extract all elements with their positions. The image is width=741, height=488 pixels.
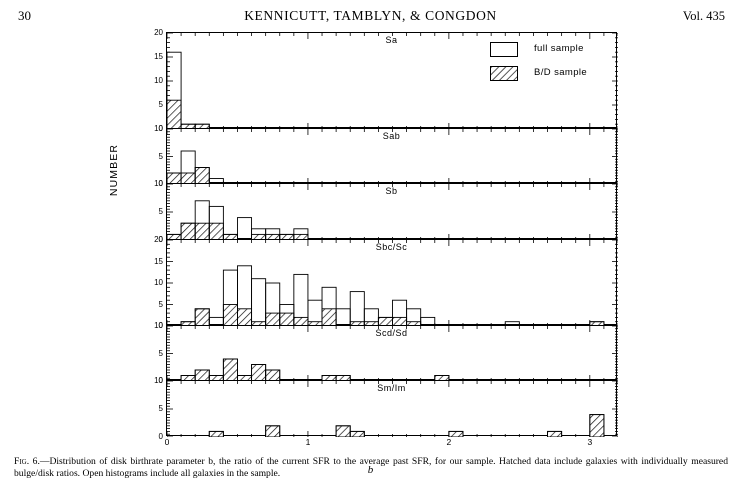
- y-tick-label: 10: [154, 376, 163, 385]
- y-tick-label: 0: [158, 235, 163, 244]
- x-axis-label: b: [367, 464, 374, 476]
- y-tick-label: 10: [154, 278, 163, 287]
- bd-bar: [251, 364, 267, 381]
- y-tick-label: 10: [154, 124, 163, 133]
- panel-title: Sbc/Sc: [375, 242, 408, 252]
- panel-title: Scd/Sd: [375, 328, 408, 338]
- bd-bar: [194, 222, 210, 240]
- x-tick-label: 0: [164, 437, 170, 447]
- bd-bar: [265, 425, 281, 437]
- full-bar: [222, 358, 238, 381]
- y-tick-label: 20: [154, 28, 163, 37]
- y-tick-label: 10: [154, 321, 163, 330]
- full-bar: [321, 286, 337, 326]
- y-tick-label: 5: [158, 299, 163, 309]
- histogram-panel-sm-im: Sm/Im 0 5 10 0 1 2 3: [154, 377, 618, 447]
- full-bar: [349, 430, 365, 437]
- panel-plot-area: [167, 184, 618, 240]
- full-bar: [335, 308, 351, 326]
- panel-plot-area: [167, 381, 618, 437]
- y-tick-label: 10: [154, 76, 163, 85]
- page-folio: 30: [18, 8, 31, 23]
- article-authors: KENNICUTT, TAMBLYN, & CONGDON: [244, 8, 497, 23]
- bd-bar: [194, 308, 210, 326]
- legend-item-hatched: B/D sample: [490, 66, 640, 82]
- full-bar: [547, 430, 563, 437]
- histogram-panel-scd-sd: Scd/Sd 0 5 10: [154, 322, 618, 385]
- y-tick-label: 5: [158, 207, 163, 216]
- bd-bar: [349, 430, 365, 437]
- y-axis-label: NUMBER: [108, 143, 120, 197]
- panel-title: Sm/Im: [377, 383, 406, 393]
- y-tick-label: 0: [158, 124, 163, 133]
- bd-bar: [335, 425, 351, 437]
- bd-bar: [208, 430, 224, 437]
- y-tick-label: 5: [158, 151, 163, 161]
- panel-plot-area: [167, 326, 618, 381]
- full-bar: [434, 375, 450, 381]
- full-bar: [251, 278, 267, 326]
- caption-text: —Distribution of disk birthrate paramete…: [14, 456, 728, 480]
- full-bar: [208, 178, 224, 184]
- bd-bar: [589, 414, 605, 437]
- figure-caption: Fig. 6.—Distribution of disk birthrate p…: [14, 456, 728, 481]
- legend-label: B/D sample: [534, 67, 588, 78]
- bd-bar: [167, 99, 182, 129]
- running-head: 30 KENNICUTT, TAMBLYN, & CONGDON Vol. 43…: [0, 8, 741, 30]
- full-bar: [237, 217, 253, 240]
- y-tick-label: 5: [158, 100, 163, 109]
- full-bar: [335, 375, 351, 381]
- histogram-panel-sab: Sab 0 5 10: [154, 125, 618, 188]
- y-tick-label: 15: [154, 256, 163, 266]
- legend-label: full sample: [534, 43, 584, 54]
- x-tick-label: 2: [446, 437, 452, 447]
- panel-title: Sab: [382, 131, 401, 141]
- full-bar: [194, 167, 210, 184]
- histogram-panel-sbc-sc: Sbc/Sc 0 5 10 15 20: [154, 236, 618, 330]
- bd-bar: [194, 167, 210, 184]
- panel-title: Sa: [385, 35, 398, 45]
- bd-bar: [180, 222, 196, 240]
- legend-swatch-hatched: [490, 66, 518, 81]
- bd-bar: [208, 222, 224, 240]
- caption-figure-number: Fig. 6.: [14, 456, 40, 467]
- legend-item-open: full sample: [490, 42, 640, 58]
- y-tick-label: 15: [154, 52, 163, 61]
- full-bar: [265, 369, 281, 381]
- panel-plot-area: [167, 129, 618, 184]
- full-bar: [208, 430, 224, 437]
- y-tick-label: 5: [158, 404, 163, 413]
- panel-plot-area: [167, 240, 618, 326]
- histogram-panel-sb: Sb 0 5 10: [154, 180, 618, 244]
- y-tick-label: 0: [158, 179, 163, 188]
- y-tick-label: 5: [158, 348, 163, 358]
- bd-bar: [222, 304, 238, 326]
- x-tick-label: 1: [305, 437, 311, 447]
- full-bar: [420, 316, 436, 326]
- bd-bar: [222, 358, 238, 381]
- volume-label: Vol. 435: [682, 9, 725, 23]
- bd-bar: [547, 430, 563, 437]
- figure-6: NUMBER b Sa 0 5 10 15 20 Sab 0 5 10 Sb 0 5 10 Sbc/Sc 0 5…: [0, 28, 741, 476]
- panel-title: Sb: [385, 186, 398, 196]
- y-tick-label: 20: [154, 235, 163, 244]
- y-tick-label: 10: [154, 179, 163, 188]
- histogram-panel-sa: Sa 0 5 10 15 20: [154, 29, 618, 133]
- bd-bar: [321, 308, 337, 326]
- y-tick-label: 0: [158, 376, 163, 385]
- full-bar: [349, 291, 365, 326]
- bd-bar: [237, 308, 253, 326]
- legend: full sample B/D sample: [490, 42, 640, 92]
- y-tick-label: 0: [158, 321, 163, 330]
- y-tick-label: 0: [158, 432, 163, 441]
- legend-swatch-open: [490, 42, 518, 57]
- x-tick-label: 3: [587, 437, 593, 447]
- full-bar: [167, 51, 182, 129]
- full-bar: [448, 430, 464, 437]
